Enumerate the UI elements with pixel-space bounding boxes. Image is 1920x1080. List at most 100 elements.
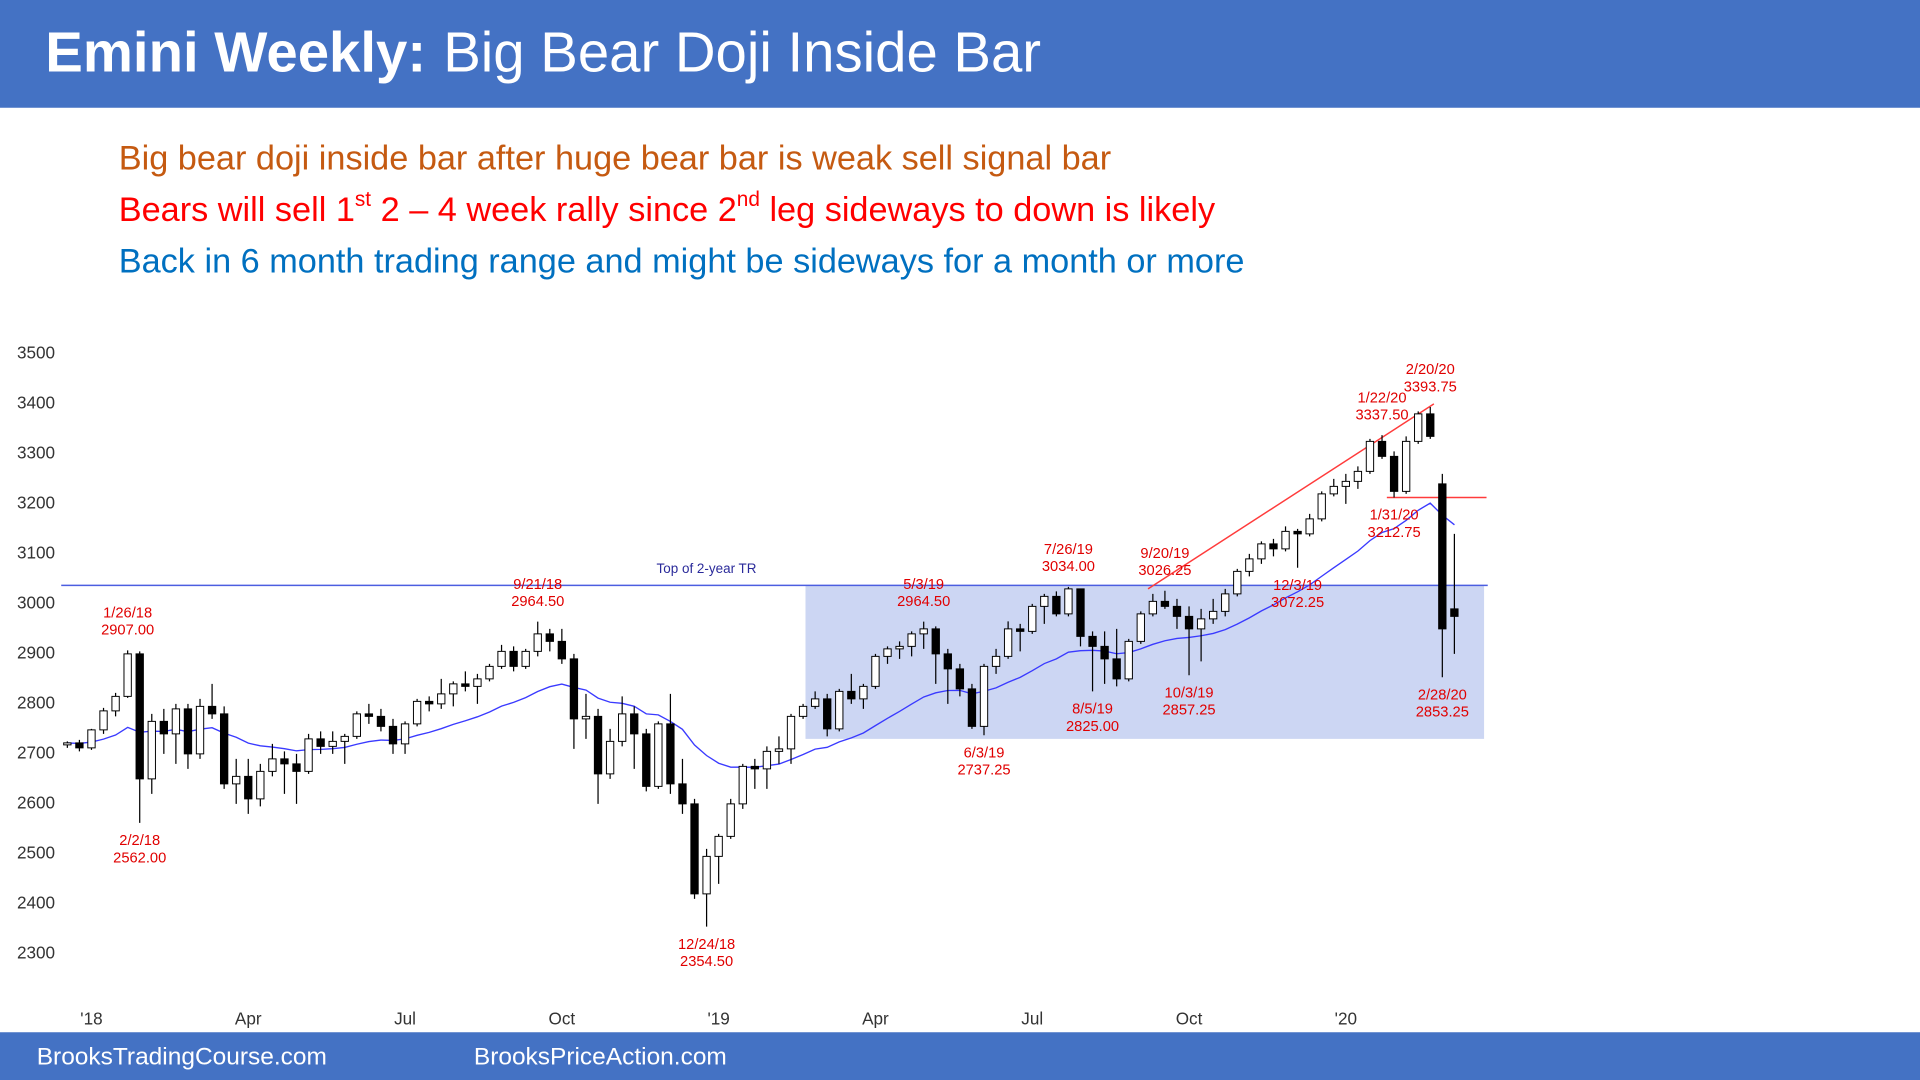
- annotation-value: 2562.00: [113, 850, 166, 866]
- candle-body: [1196, 618, 1206, 630]
- candle-body: [605, 740, 615, 775]
- candle-body: [1172, 605, 1182, 617]
- candle-body: [219, 713, 229, 785]
- candle-body: [883, 648, 892, 657]
- annotation-date: 9/20/19: [1140, 546, 1189, 562]
- candle-body: [1233, 570, 1242, 595]
- candle-body: [1450, 608, 1459, 617]
- candle-body: [316, 738, 325, 747]
- candle-body: [1148, 600, 1158, 615]
- annotation-date: 12/3/19: [1273, 578, 1322, 594]
- candle-body: [135, 653, 144, 780]
- candle-body: [159, 720, 169, 735]
- annotation-date: 6/3/19: [964, 745, 1005, 761]
- candle-body: [449, 683, 458, 695]
- candle-body: [1088, 635, 1097, 647]
- annotation-value: 2857.25: [1162, 703, 1215, 719]
- candle-body: [750, 765, 760, 770]
- annotation-value: 3072.25: [1271, 595, 1324, 611]
- candle-body: [931, 628, 940, 655]
- footer-right: BrooksPriceAction.com: [474, 1043, 727, 1070]
- y-tick-label: 2600: [17, 792, 55, 812]
- y-tick-label: 3100: [17, 542, 55, 562]
- candle-body: [545, 633, 554, 642]
- candle-body: [907, 633, 916, 647]
- notes: Big bear doji inside bar after huge bear…: [119, 139, 1245, 280]
- candle-body: [195, 705, 205, 755]
- y-tick-label: 2300: [17, 942, 55, 962]
- candle-body: [256, 770, 265, 800]
- range-box: [805, 585, 1485, 739]
- candle-body: [1293, 530, 1302, 535]
- candle-body: [991, 655, 1001, 667]
- candle-body: [400, 723, 410, 745]
- candle-body: [1317, 493, 1326, 520]
- moving-average: [67, 502, 1455, 768]
- annotation-value: 2825.00: [1066, 719, 1119, 735]
- candle-body: [569, 658, 579, 720]
- y-tick-label: 3400: [17, 392, 55, 412]
- footer-left: BrooksTradingCourse.com: [37, 1043, 327, 1070]
- candle-body: [111, 695, 120, 712]
- candle-body: [847, 690, 856, 700]
- candle-body: [1401, 440, 1411, 492]
- candle-body: [171, 708, 181, 735]
- candle-body: [1016, 628, 1025, 632]
- candle-body: [1052, 595, 1061, 615]
- candle-body: [244, 775, 253, 800]
- candle-body: [738, 765, 747, 805]
- annotation-date: 1/26/18: [103, 606, 152, 622]
- x-tick-label: Jul: [1021, 1009, 1043, 1029]
- candle-body: [437, 693, 446, 705]
- y-tick-label: 3000: [17, 592, 55, 612]
- header-band: [0, 0, 1920, 108]
- superscript: st: [355, 188, 371, 211]
- candle-body: [497, 650, 506, 667]
- x-tick-label: Apr: [862, 1009, 889, 1029]
- candle-body: [87, 729, 96, 749]
- annotation-value: 3212.75: [1368, 525, 1421, 541]
- candle-body: [183, 708, 193, 755]
- candle-body: [388, 725, 398, 745]
- annotation-date: 8/5/19: [1072, 702, 1113, 718]
- candle-body: [1341, 480, 1350, 487]
- candle-body: [1353, 470, 1363, 482]
- candle-body: [75, 742, 84, 749]
- candle-body: [425, 700, 434, 705]
- annotation-value: 2853.25: [1416, 705, 1469, 721]
- candle-body: [232, 775, 241, 785]
- y-tick-label: 3200: [17, 492, 55, 512]
- annotation-value: 3393.75: [1404, 379, 1457, 395]
- candle-body: [823, 698, 832, 730]
- candle-body: [642, 733, 651, 787]
- annotation-date: 12/24/18: [678, 937, 735, 953]
- candle-body: [304, 738, 313, 772]
- annotation-date: 10/3/19: [1165, 685, 1214, 701]
- annotation-value: 3034.00: [1042, 559, 1095, 575]
- candle-body: [533, 633, 542, 652]
- annotation-date: 2/2/18: [119, 833, 160, 849]
- candle-body: [654, 723, 663, 787]
- title-rest: Big Bear Doji Inside Bar: [443, 20, 1041, 83]
- x-tick-label: Oct: [549, 1009, 576, 1029]
- note-text: Big bear doji inside bar after huge bear…: [119, 139, 1111, 177]
- candle-body: [1076, 588, 1085, 637]
- candle-body: [147, 720, 156, 780]
- x-tick-label: Oct: [1176, 1009, 1203, 1029]
- candle-body: [1136, 613, 1145, 642]
- candle-body: [509, 650, 518, 667]
- x-tick-label: Apr: [235, 1009, 262, 1029]
- candle-body: [99, 710, 108, 731]
- annotation-value: 2354.50: [680, 954, 733, 970]
- annotation-date: 9/21/18: [513, 577, 562, 593]
- candle-body: [1040, 595, 1049, 607]
- annotation-value: 2964.50: [897, 594, 950, 610]
- candle-body: [1389, 455, 1399, 492]
- x-tick-label: '20: [1335, 1009, 1357, 1029]
- candle-body: [714, 835, 723, 857]
- candle-body: [473, 678, 482, 687]
- annotation-value: 3337.50: [1355, 407, 1408, 423]
- annotation-date: 2/28/20: [1418, 687, 1467, 703]
- annotation-value: 2737.25: [957, 763, 1010, 779]
